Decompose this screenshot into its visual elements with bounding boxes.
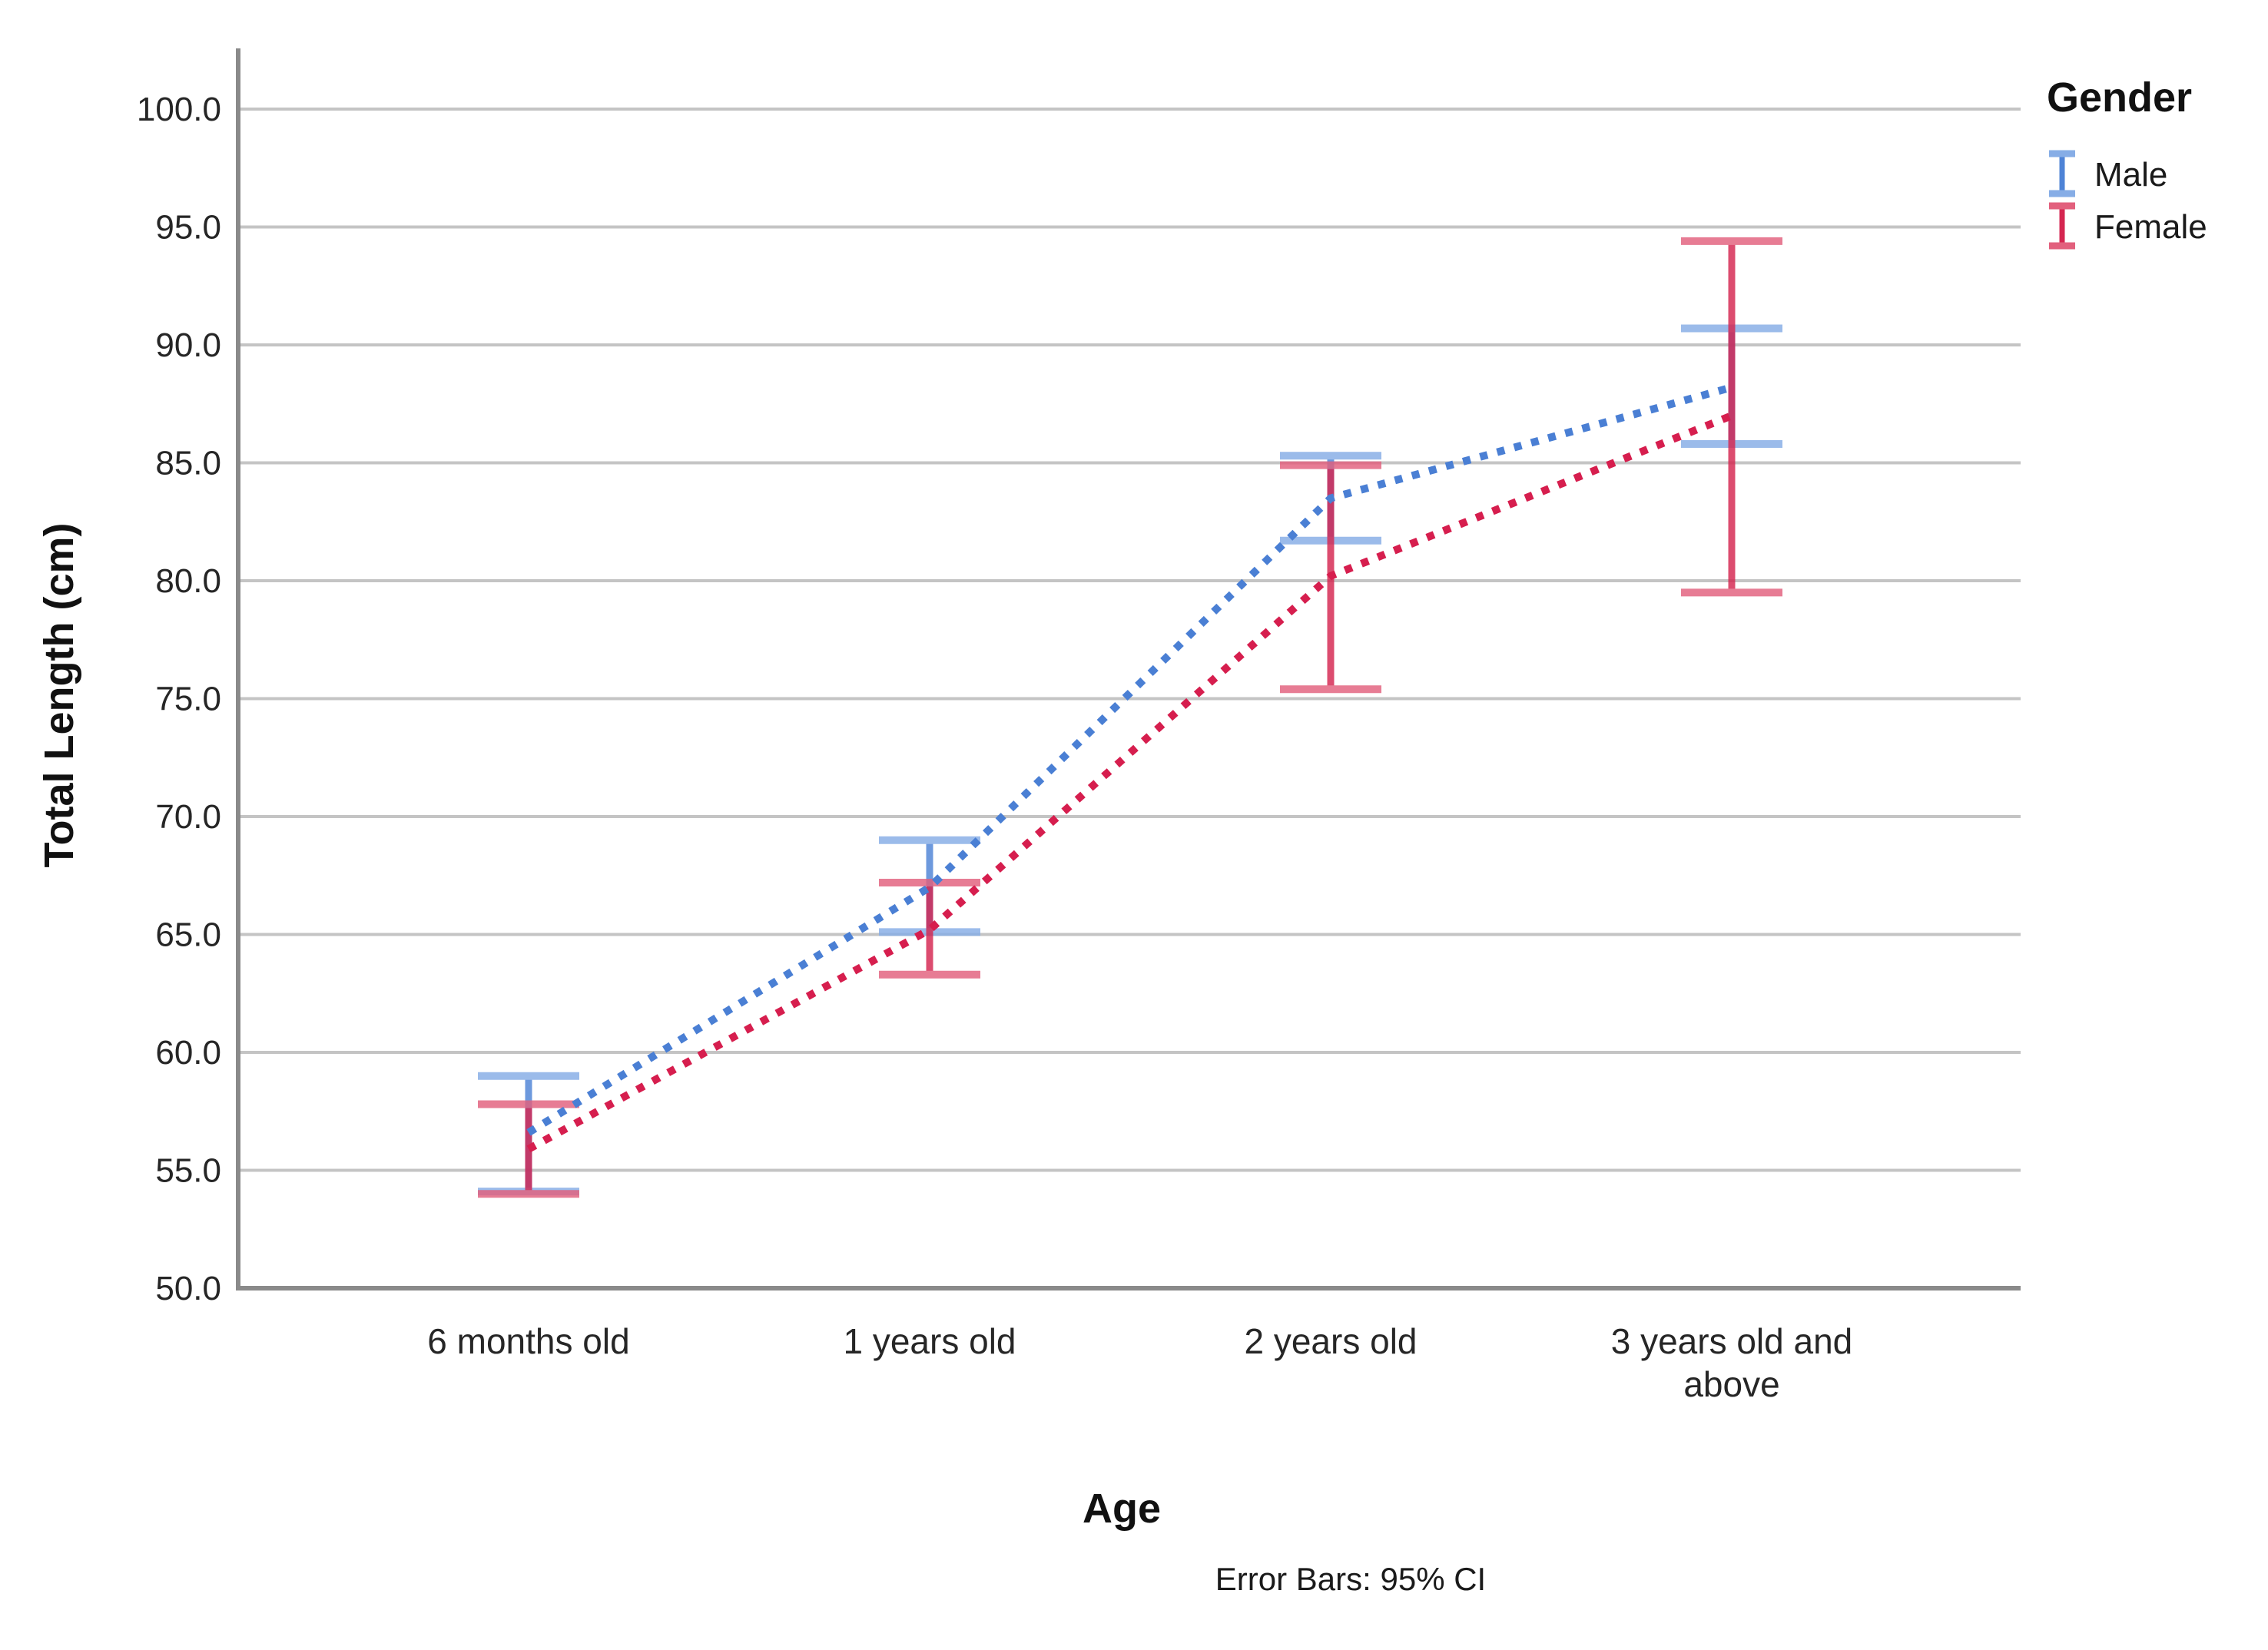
axes-group <box>236 48 2021 1291</box>
x-tick-label: 6 months old <box>427 1321 629 1361</box>
x-axis-title: Age <box>1083 1486 1161 1532</box>
x-tick-label: 1 years old <box>843 1321 1016 1361</box>
y-tick-label: 75.0 <box>155 681 221 718</box>
legend-item-female: Female <box>2049 202 2207 250</box>
y-tick-label: 80.0 <box>155 562 221 600</box>
y-tick-label: 50.0 <box>155 1270 221 1307</box>
legend-title: Gender <box>2047 75 2192 121</box>
y-tick-label: 60.0 <box>155 1034 221 1072</box>
x-tick-label: 2 years old <box>1244 1321 1417 1361</box>
y-tick-label: 55.0 <box>155 1152 221 1190</box>
x-tick-labels-group: 6 months old 1 years old 2 years old 3 year… <box>427 1321 1852 1404</box>
legend-item-male: Male <box>2049 150 2167 197</box>
legend-label: Male <box>2094 156 2167 194</box>
female-error-bar <box>1681 237 1782 597</box>
y-tick-labels-group: 50.0 55.0 60.0 65.0 70.0 75.0 80.0 85.0 90.0 95.0… <box>137 91 221 1307</box>
female-series-line <box>526 412 1733 1153</box>
error-bars-caption: Error Bars: 95% CI <box>1215 1561 1486 1597</box>
y-tick-label: 85.0 <box>155 445 221 482</box>
legend-label: Female <box>2094 208 2207 246</box>
y-axis-title: Total Length (cm) <box>36 523 82 868</box>
y-tick-label: 70.0 <box>155 798 221 836</box>
x-tick-label: above <box>1683 1364 1779 1404</box>
legend-items: Male Female <box>2049 150 2207 250</box>
y-tick-label: 65.0 <box>155 916 221 954</box>
female-error-bar <box>879 878 980 979</box>
y-tick-label: 90.0 <box>155 326 221 364</box>
series-lines-group <box>526 383 1733 1153</box>
male-series-line <box>526 383 1733 1136</box>
gridlines-group <box>238 108 2021 1172</box>
y-tick-label: 95.0 <box>155 209 221 247</box>
y-tick-label: 100.0 <box>137 91 221 128</box>
legend: Gender Male Female <box>2047 75 2207 250</box>
x-tick-label: 3 years old and <box>1611 1321 1853 1361</box>
